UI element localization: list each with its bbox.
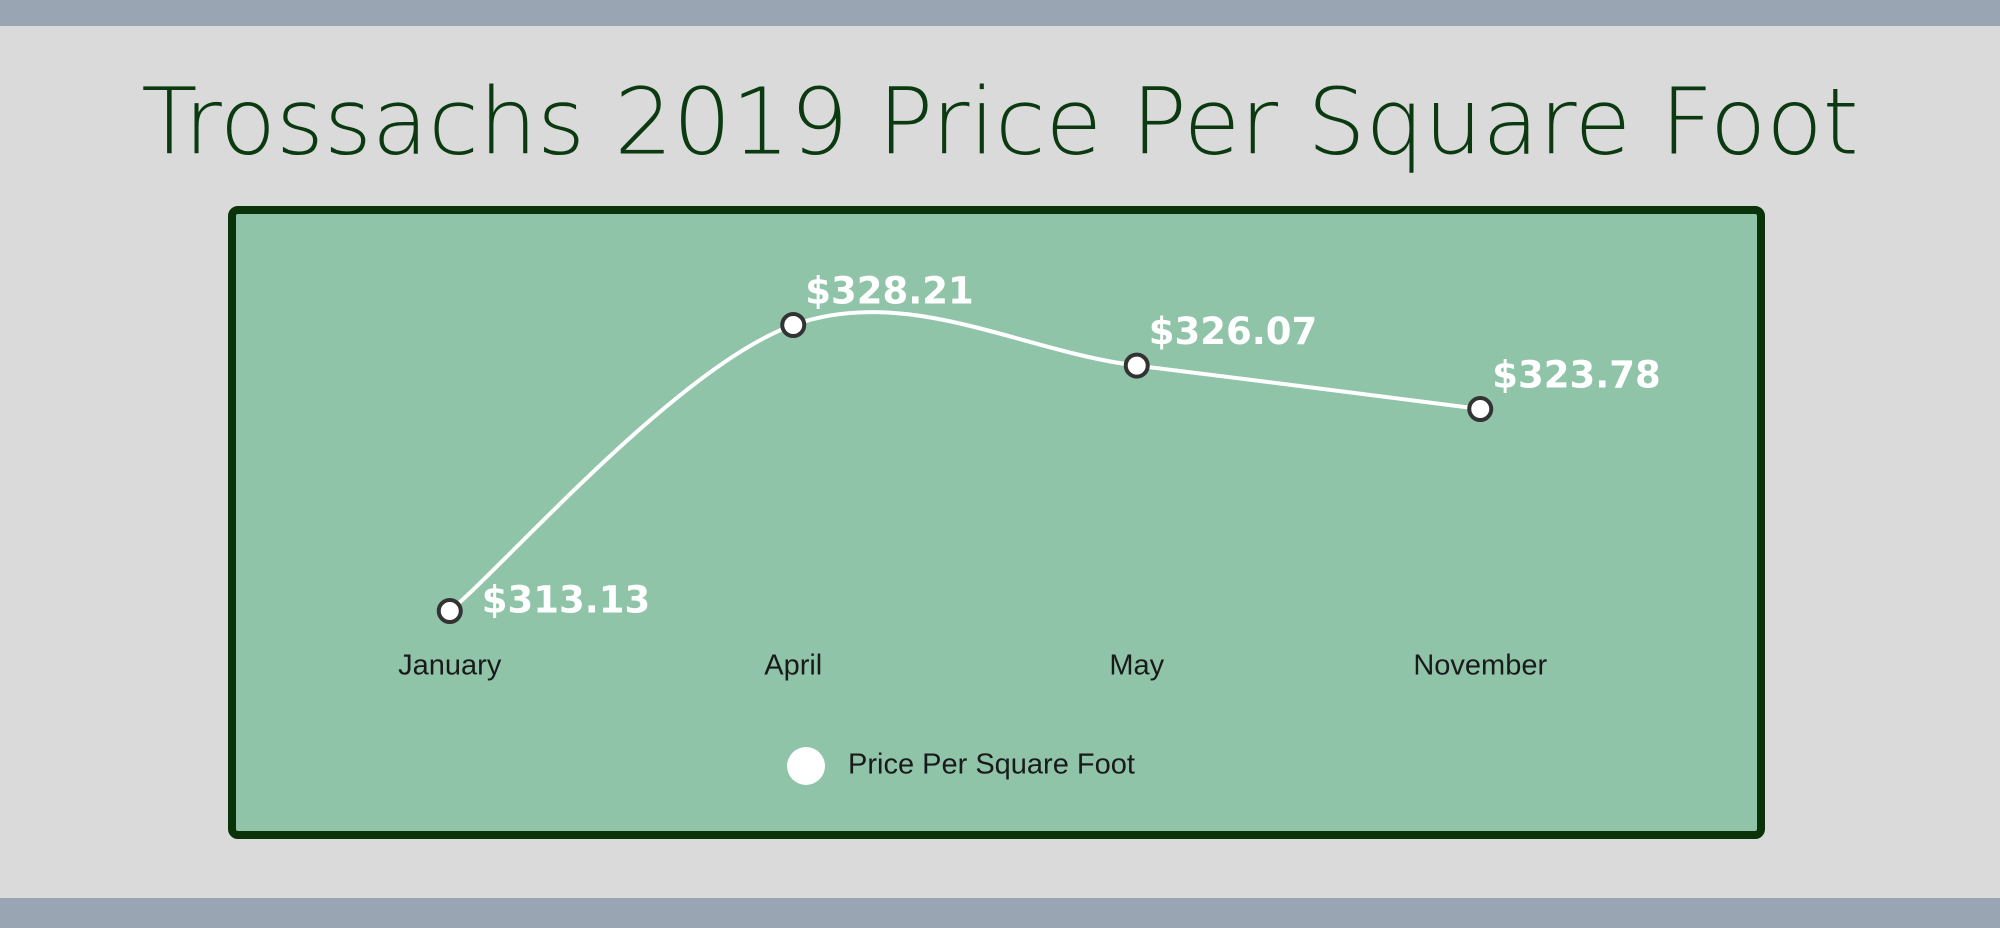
point bbox=[780, 312, 807, 338]
data-label: $326.07 bbox=[1149, 310, 1318, 353]
chart-title: Trossachs 2019 Price Per Square Foot bbox=[141, 69, 1858, 176]
data-label: $313.13 bbox=[482, 579, 651, 622]
top-bar bbox=[0, 0, 2000, 26]
point bbox=[436, 598, 463, 624]
data-label: $323.78 bbox=[1492, 354, 1661, 397]
line bbox=[448, 310, 1481, 613]
x-tick-label: November bbox=[1413, 650, 1547, 682]
x-tick-label: January bbox=[398, 650, 502, 682]
legend-label: Price Per Square Foot bbox=[848, 749, 1135, 781]
x-tick-label: May bbox=[1109, 650, 1164, 682]
point bbox=[1467, 396, 1494, 423]
data-label: $328.21 bbox=[805, 270, 974, 313]
legend-marker bbox=[787, 747, 825, 785]
bottom-bar bbox=[0, 898, 2000, 928]
point bbox=[1123, 352, 1150, 379]
x-tick-label: April bbox=[764, 650, 822, 682]
plot-frame bbox=[228, 206, 1765, 839]
